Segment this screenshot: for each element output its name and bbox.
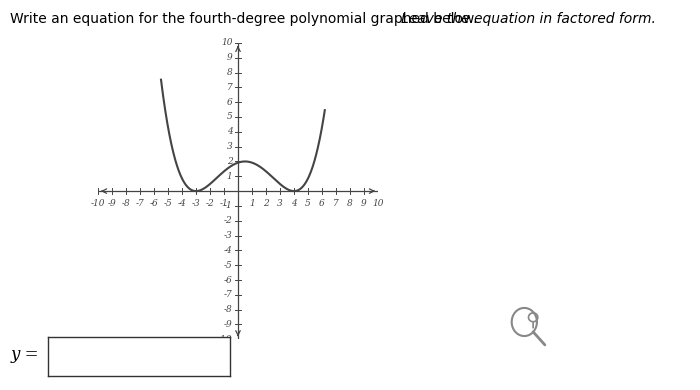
Text: -3: -3: [192, 199, 200, 208]
Text: y =: y =: [10, 346, 39, 363]
Text: -4: -4: [178, 199, 186, 208]
Text: ⚲: ⚲: [525, 310, 539, 329]
Text: -4: -4: [224, 246, 232, 255]
Text: 5: 5: [227, 112, 232, 122]
Text: -5: -5: [164, 199, 172, 208]
Text: 4: 4: [291, 199, 297, 208]
Text: -10: -10: [91, 199, 105, 208]
Text: 3: 3: [277, 199, 283, 208]
Text: -8: -8: [224, 305, 232, 314]
Text: 2: 2: [227, 157, 232, 166]
Text: -1: -1: [224, 201, 232, 211]
Text: 8: 8: [347, 199, 353, 208]
Text: 7: 7: [227, 83, 232, 92]
Text: 9: 9: [227, 53, 232, 62]
Text: 8: 8: [227, 68, 232, 77]
Text: -6: -6: [224, 275, 232, 285]
Text: 4: 4: [227, 127, 232, 136]
Text: Leave the equation in factored form.: Leave the equation in factored form.: [401, 12, 656, 26]
Text: 7: 7: [333, 199, 339, 208]
Text: -1: -1: [220, 199, 228, 208]
Text: 6: 6: [319, 199, 325, 208]
Text: -2: -2: [224, 216, 232, 225]
Text: -7: -7: [136, 199, 144, 208]
Text: -9: -9: [224, 320, 232, 329]
Text: 5: 5: [305, 199, 311, 208]
Text: 1: 1: [249, 199, 255, 208]
Text: -8: -8: [122, 199, 130, 208]
Text: 9: 9: [361, 199, 367, 208]
Text: -5: -5: [224, 261, 232, 270]
Text: -9: -9: [108, 199, 116, 208]
Text: 1: 1: [227, 172, 232, 181]
Text: 2: 2: [263, 199, 269, 208]
Text: -3: -3: [224, 231, 232, 240]
Text: 3: 3: [227, 142, 232, 151]
Text: 10: 10: [221, 38, 232, 48]
Text: -7: -7: [224, 290, 232, 300]
Text: Write an equation for the fourth-degree polynomial graphed below.: Write an equation for the fourth-degree …: [10, 12, 482, 26]
Text: -6: -6: [150, 199, 158, 208]
Text: 10: 10: [372, 199, 384, 208]
Text: -2: -2: [206, 199, 214, 208]
Text: 6: 6: [227, 98, 232, 107]
Text: -10: -10: [218, 335, 232, 344]
